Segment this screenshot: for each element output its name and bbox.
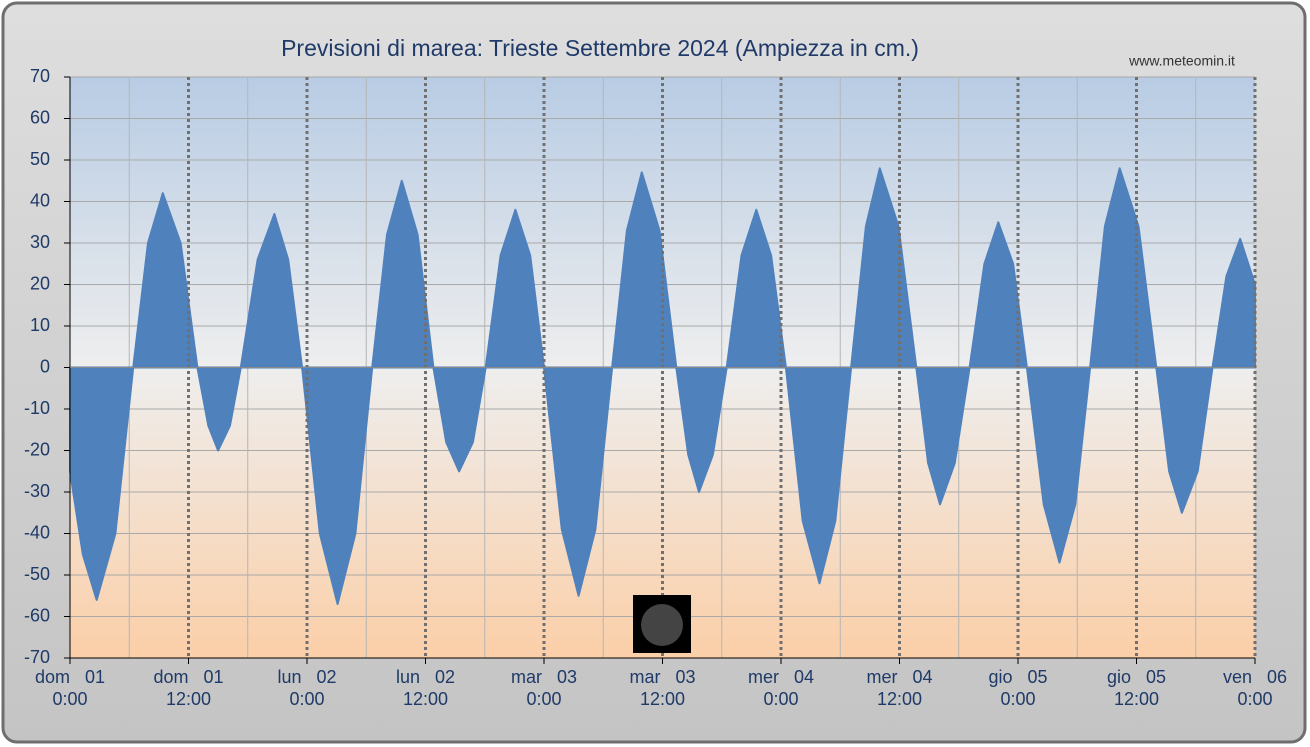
y-tick-label: 0 <box>40 356 50 376</box>
x-tick-label: mar 03 <box>511 667 577 687</box>
y-tick-label: 60 <box>30 107 50 127</box>
x-tick-label: gio 05 <box>1107 667 1166 687</box>
x-tick-sublabel: 0:00 <box>289 689 324 709</box>
x-tick-sublabel: 12:00 <box>640 689 685 709</box>
source: www.meteomin.it <box>1128 53 1235 69</box>
y-tick-label: 20 <box>30 273 50 293</box>
x-tick-sublabel: 0:00 <box>526 689 561 709</box>
y-tick-label: -40 <box>24 522 50 542</box>
y-tick-label: 40 <box>30 190 50 210</box>
x-tick-sublabel: 0:00 <box>763 689 798 709</box>
x-tick-label: gio 05 <box>988 667 1047 687</box>
y-tick-label: 10 <box>30 315 50 335</box>
x-tick-sublabel: 12:00 <box>877 689 922 709</box>
x-tick-label: ven 06 <box>1223 667 1287 687</box>
y-tick-label: -60 <box>24 605 50 625</box>
chart-title: Previsioni di marea: Trieste Settembre 2… <box>281 35 919 61</box>
y-tick-label: -50 <box>24 564 50 584</box>
x-tick-label: lun 02 <box>277 667 336 687</box>
y-tick-label: 50 <box>30 149 50 169</box>
x-tick-sublabel: 0:00 <box>1237 689 1272 709</box>
x-tick-sublabel: 12:00 <box>1114 689 1159 709</box>
y-tick-label: 30 <box>30 232 50 252</box>
x-tick-label: dom 01 <box>35 667 105 687</box>
labels: -70 -60 -50 -40 -30 -20 -10 0 10 20 30 40 50 60 70 dom … <box>24 66 1287 709</box>
x-tick-sublabel: 0:00 <box>1000 689 1035 709</box>
y-tick-label: -20 <box>24 439 50 459</box>
x-tick-label: mer 04 <box>748 667 814 687</box>
moon <box>641 604 683 646</box>
x-tick-sublabel: 12:00 <box>166 689 211 709</box>
y-tick-label: -30 <box>24 481 50 501</box>
x-tick-sublabel: 12:00 <box>403 689 448 709</box>
x-tick-label: lun 02 <box>396 667 455 687</box>
y-tick-label: -70 <box>24 647 50 667</box>
x-tick-label: dom 01 <box>153 667 223 687</box>
x-tick-label: mar 03 <box>629 667 695 687</box>
x-tick-sublabel: 0:00 <box>52 689 87 709</box>
y-tick-label: 70 <box>30 66 50 86</box>
x-tick-label: mer 04 <box>866 667 932 687</box>
y-tick-label: -10 <box>24 398 50 418</box>
